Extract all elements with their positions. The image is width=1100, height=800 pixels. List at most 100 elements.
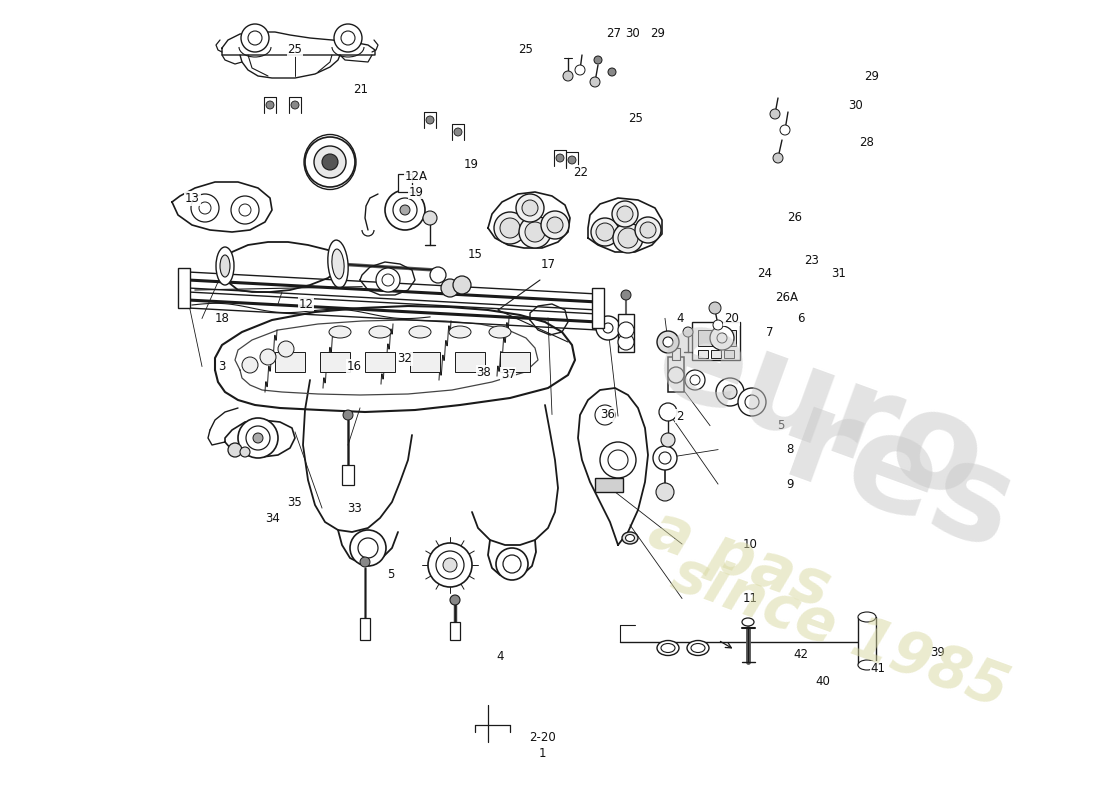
Circle shape	[547, 217, 563, 233]
Text: 16: 16	[346, 360, 362, 373]
Circle shape	[710, 302, 720, 314]
Text: 30: 30	[848, 99, 864, 112]
Bar	[320, 352, 350, 372]
Circle shape	[341, 31, 355, 45]
Circle shape	[314, 146, 346, 178]
Circle shape	[343, 410, 353, 420]
Circle shape	[716, 378, 744, 406]
Text: 34: 34	[265, 512, 280, 525]
Circle shape	[525, 222, 544, 242]
Circle shape	[612, 201, 638, 227]
Circle shape	[618, 228, 638, 248]
Circle shape	[441, 279, 459, 297]
Circle shape	[780, 125, 790, 135]
Ellipse shape	[858, 660, 876, 670]
Text: 13: 13	[185, 192, 200, 205]
Bar	[698, 350, 708, 358]
Text: 28: 28	[859, 136, 874, 149]
Circle shape	[738, 388, 766, 416]
Circle shape	[600, 442, 636, 478]
Text: since 1985: since 1985	[664, 545, 1015, 719]
Text: 32: 32	[397, 352, 412, 365]
Text: 7: 7	[767, 326, 773, 338]
Circle shape	[690, 375, 700, 385]
Bar	[455, 352, 485, 372]
Circle shape	[334, 24, 362, 52]
Text: 1: 1	[539, 747, 546, 760]
Text: 42: 42	[793, 648, 808, 661]
Ellipse shape	[216, 247, 234, 285]
Circle shape	[382, 274, 394, 286]
Circle shape	[426, 116, 434, 124]
Bar	[450, 622, 460, 640]
Text: 24: 24	[757, 267, 772, 280]
Circle shape	[621, 290, 631, 300]
Circle shape	[618, 322, 634, 338]
Text: 15: 15	[468, 248, 483, 261]
Circle shape	[248, 31, 262, 45]
Ellipse shape	[858, 612, 876, 622]
Circle shape	[618, 334, 634, 350]
Circle shape	[568, 156, 576, 164]
Ellipse shape	[688, 641, 710, 655]
Circle shape	[453, 276, 471, 294]
Ellipse shape	[332, 249, 344, 279]
Circle shape	[590, 77, 600, 87]
Text: 11: 11	[742, 592, 758, 605]
Circle shape	[500, 218, 520, 238]
Bar	[692, 322, 740, 360]
Bar	[500, 352, 530, 372]
Circle shape	[723, 385, 737, 399]
Circle shape	[596, 223, 614, 241]
Text: 25: 25	[287, 43, 303, 56]
Text: 33: 33	[346, 502, 362, 514]
Circle shape	[454, 128, 462, 136]
Bar	[672, 348, 680, 360]
Circle shape	[494, 212, 526, 244]
Circle shape	[563, 71, 573, 81]
Circle shape	[260, 349, 276, 365]
Text: 5: 5	[387, 568, 394, 581]
Ellipse shape	[449, 326, 471, 338]
Text: 40: 40	[815, 675, 830, 688]
Circle shape	[239, 204, 251, 216]
Circle shape	[358, 538, 378, 558]
Circle shape	[496, 548, 528, 580]
Circle shape	[668, 367, 684, 383]
Ellipse shape	[329, 326, 351, 338]
Circle shape	[661, 433, 675, 447]
Circle shape	[305, 137, 355, 187]
Circle shape	[400, 205, 410, 215]
Circle shape	[659, 452, 671, 464]
Bar	[595, 478, 623, 492]
Circle shape	[231, 196, 258, 224]
Circle shape	[519, 216, 551, 248]
Circle shape	[635, 217, 661, 243]
Circle shape	[717, 333, 727, 343]
Circle shape	[266, 101, 274, 109]
Bar	[668, 357, 684, 392]
Text: 36: 36	[600, 408, 615, 421]
Ellipse shape	[661, 643, 675, 653]
Text: 30: 30	[625, 27, 640, 40]
Text: 26: 26	[786, 211, 802, 224]
Text: 41: 41	[870, 662, 886, 674]
Ellipse shape	[621, 532, 638, 544]
Text: 10: 10	[742, 538, 758, 550]
Circle shape	[659, 403, 676, 421]
Text: res: res	[769, 381, 1032, 579]
Text: 8: 8	[786, 443, 793, 456]
Text: 29: 29	[650, 27, 666, 40]
Bar	[858, 617, 876, 665]
Circle shape	[228, 443, 242, 457]
Circle shape	[657, 331, 679, 353]
Text: 21: 21	[353, 83, 369, 96]
Text: 26A: 26A	[776, 291, 798, 304]
Circle shape	[595, 405, 615, 425]
Ellipse shape	[368, 326, 390, 338]
Circle shape	[278, 341, 294, 357]
Circle shape	[683, 327, 693, 337]
Circle shape	[640, 222, 656, 238]
Ellipse shape	[328, 240, 349, 288]
Bar	[398, 174, 412, 192]
